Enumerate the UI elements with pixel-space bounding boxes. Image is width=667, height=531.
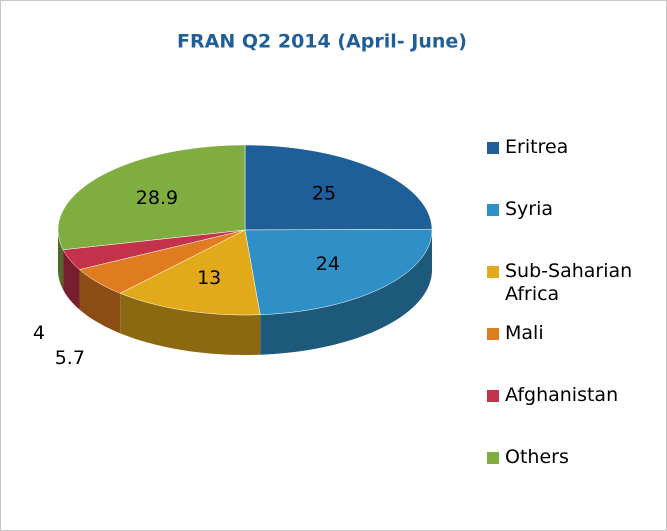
legend-swatch <box>487 452 499 464</box>
legend-label: Syria <box>505 198 554 220</box>
data-label: 25 <box>312 182 336 204</box>
data-label: 5.7 <box>55 347 85 369</box>
legend-label: Sub-Saharian Africa <box>505 260 633 305</box>
slice <box>119 229 261 316</box>
legend-swatch <box>487 390 499 402</box>
slice-side <box>260 230 432 355</box>
data-label: 13 <box>197 267 221 289</box>
legend-label: Others <box>505 446 569 468</box>
legend-item: Syria <box>487 198 662 221</box>
slice <box>57 144 246 250</box>
legend-item: Mali <box>487 322 662 345</box>
legend-item: Sub-Saharian Africa <box>487 260 662 306</box>
legend-item: Afghanistan <box>487 384 662 407</box>
slice-side <box>63 249 80 310</box>
data-label: 24 <box>316 253 340 275</box>
legend-swatch <box>487 328 499 340</box>
legend-swatch <box>487 142 499 154</box>
slice <box>244 144 433 231</box>
chart-title: FRAN Q2 2014 (April- June) <box>177 31 467 53</box>
legend-swatch <box>487 266 499 278</box>
legend-swatch <box>487 204 499 216</box>
data-label: 28.9 <box>136 187 178 209</box>
slice-side <box>79 269 121 334</box>
slice-side <box>58 230 64 290</box>
slice <box>62 229 246 270</box>
legend-item: Others <box>487 446 662 469</box>
legend-label: Mali <box>505 322 544 344</box>
slice <box>244 228 433 315</box>
slice <box>78 229 246 294</box>
legend-item: Eritrea <box>487 136 662 159</box>
data-label: 4 <box>33 322 45 344</box>
slice-side <box>120 293 261 355</box>
legend-label: Afghanistan <box>505 384 619 406</box>
legend-label: Eritrea <box>505 136 569 158</box>
